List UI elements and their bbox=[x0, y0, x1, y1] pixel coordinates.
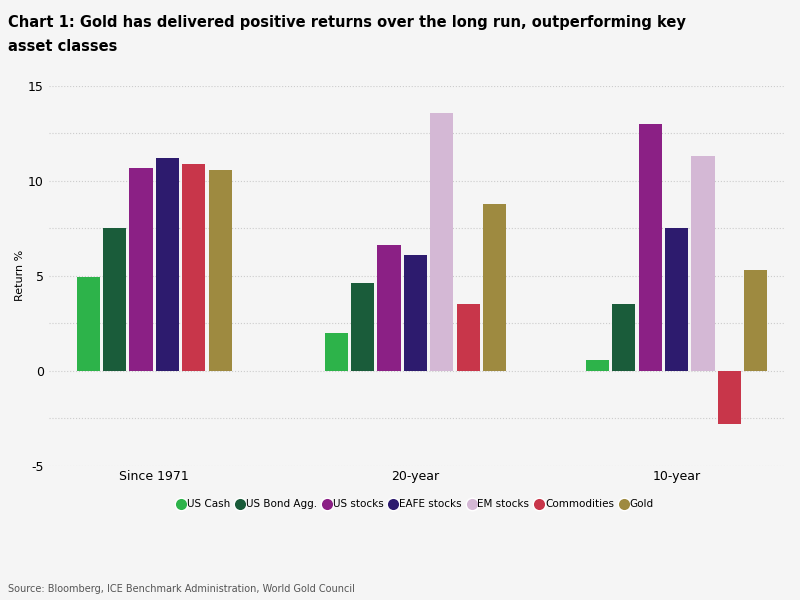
Text: asset classes: asset classes bbox=[8, 39, 118, 54]
Y-axis label: Return %: Return % bbox=[15, 250, 25, 301]
Bar bbox=[665, 229, 688, 371]
Bar bbox=[378, 245, 401, 371]
Bar bbox=[457, 304, 480, 371]
Bar bbox=[744, 270, 767, 371]
Bar bbox=[612, 304, 635, 371]
Bar bbox=[182, 164, 206, 371]
Bar bbox=[351, 283, 374, 371]
Bar bbox=[325, 332, 348, 371]
Bar bbox=[156, 158, 179, 371]
Bar bbox=[103, 229, 126, 371]
Text: Chart 1: Gold has delivered positive returns over the long run, outperforming ke: Chart 1: Gold has delivered positive ret… bbox=[8, 15, 686, 30]
Bar bbox=[209, 170, 232, 371]
Bar bbox=[483, 203, 506, 371]
Bar bbox=[404, 255, 427, 371]
Legend: US Cash, US Bond Agg., US stocks, EAFE stocks, EM stocks, Commodities, Gold: US Cash, US Bond Agg., US stocks, EAFE s… bbox=[176, 495, 658, 514]
Bar bbox=[638, 124, 662, 371]
Bar bbox=[77, 277, 100, 371]
Bar bbox=[718, 371, 741, 424]
Bar bbox=[430, 113, 454, 371]
Bar bbox=[130, 167, 153, 371]
Bar bbox=[586, 360, 609, 371]
Bar bbox=[691, 156, 714, 371]
Text: Source: Bloomberg, ICE Benchmark Administration, World Gold Council: Source: Bloomberg, ICE Benchmark Adminis… bbox=[8, 584, 355, 594]
